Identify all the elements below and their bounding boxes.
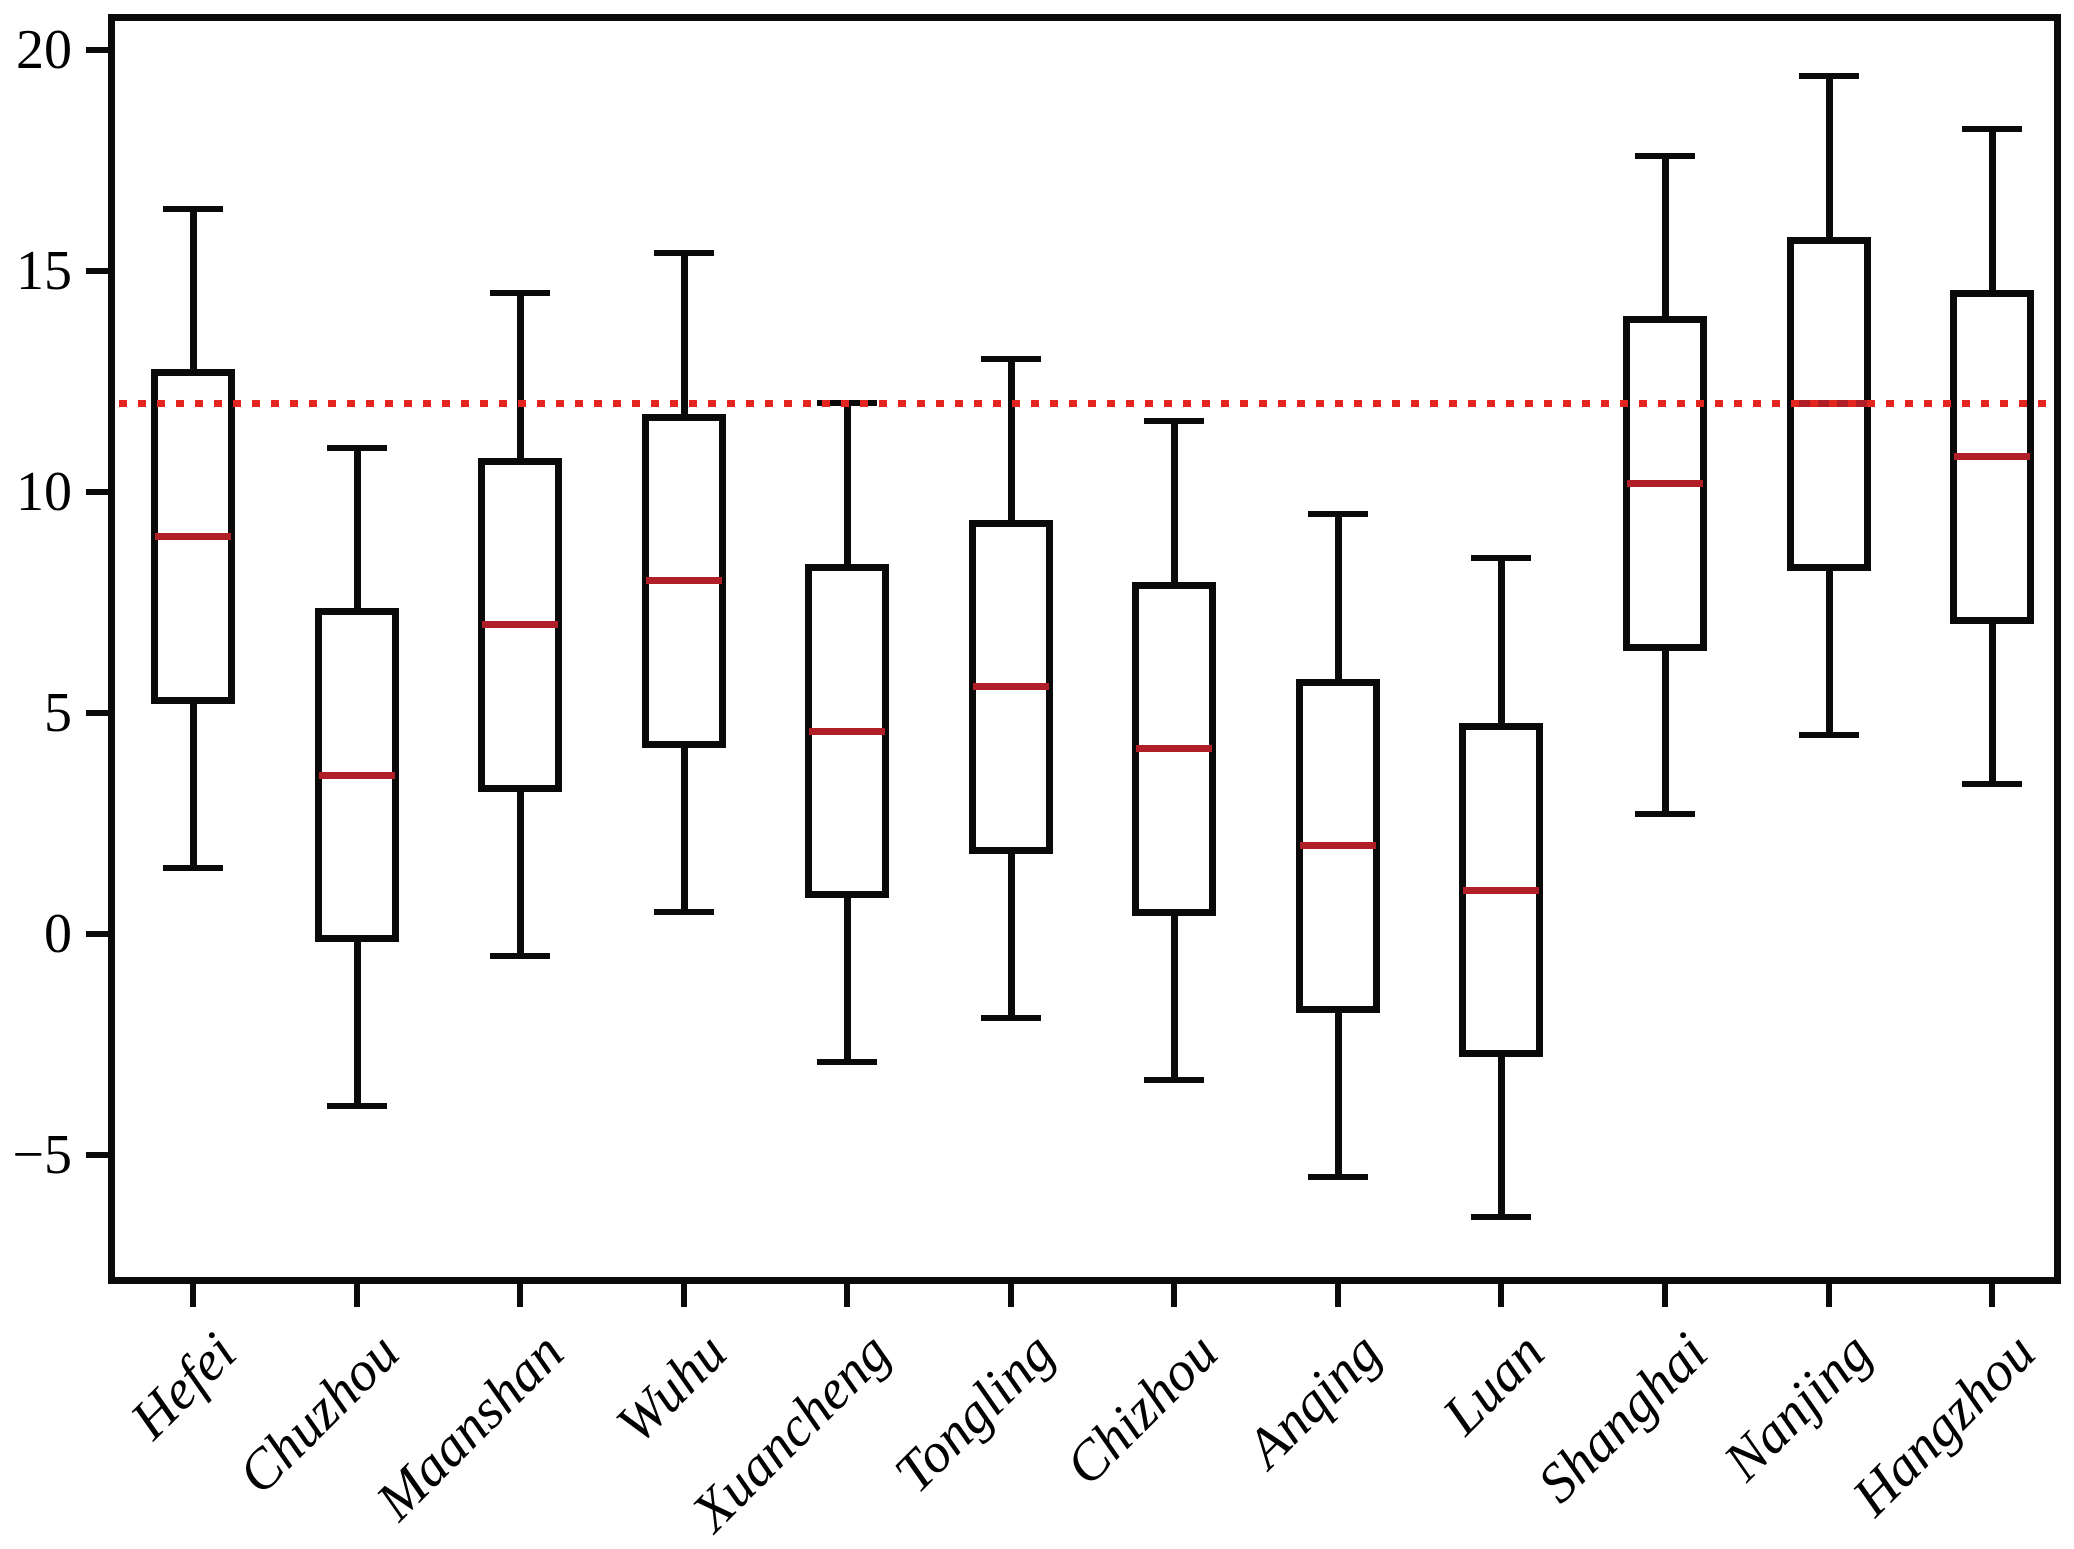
box-median	[809, 727, 886, 735]
box-median	[318, 771, 395, 779]
y-tick	[86, 1151, 112, 1158]
y-tick	[86, 930, 112, 937]
box-whisker-cap	[1798, 73, 1859, 80]
y-tick	[86, 46, 112, 53]
box-whisker-cap	[1144, 1076, 1205, 1083]
x-tick	[1661, 1277, 1668, 1307]
box-whisker-cap	[980, 356, 1041, 363]
x-tick-label: Wuhu	[604, 1321, 739, 1456]
box-median	[1299, 842, 1376, 850]
y-tick-label: −5	[12, 1123, 72, 1186]
box-whisker-cap	[1307, 1173, 1368, 1180]
box-whisker-cap	[653, 908, 714, 915]
box-whisker-cap	[1634, 811, 1695, 818]
x-tick-label: Chizhou	[1053, 1321, 1230, 1498]
box-median	[1626, 479, 1703, 487]
x-tick	[1007, 1277, 1014, 1307]
x-tick	[517, 1277, 524, 1307]
box-median	[1463, 886, 1540, 894]
box-median	[1954, 453, 2031, 461]
box-whisker-cap	[1144, 418, 1205, 425]
box-whisker-cap	[1798, 731, 1859, 738]
box-whisker-cap	[326, 1103, 387, 1110]
box-whisker-cap	[490, 289, 551, 296]
x-tick	[1989, 1277, 1996, 1307]
y-tick-label: 15	[16, 239, 72, 302]
x-tick-label: Hefei	[118, 1321, 249, 1451]
x-tick	[353, 1277, 360, 1307]
x-tick	[1498, 1277, 1505, 1307]
x-tick	[1825, 1277, 1832, 1307]
box-whisker-cap	[1471, 555, 1532, 562]
x-tick	[190, 1277, 196, 1307]
y-tick	[86, 488, 112, 495]
box-whisker-cap	[653, 250, 714, 257]
box-whisker-cap	[817, 1059, 878, 1065]
box-whisker-cap	[490, 952, 551, 959]
y-tick-label: 5	[44, 681, 72, 744]
box-whisker-cap	[980, 1014, 1041, 1021]
box-median	[155, 533, 231, 541]
box-whisker-cap	[163, 864, 223, 871]
box-whisker-cap	[1307, 510, 1368, 517]
y-tick	[86, 267, 112, 274]
box-whisker-cap	[1962, 780, 2023, 787]
box-whisker-cap	[1962, 126, 2023, 133]
box-median	[1136, 745, 1213, 753]
box-whisker-cap	[1634, 152, 1695, 159]
box-whisker-cap	[163, 205, 223, 212]
y-tick-label: 20	[16, 18, 72, 81]
box-whisker-cap	[326, 444, 387, 451]
y-tick-label: 0	[44, 902, 72, 965]
y-tick-label: 10	[16, 460, 72, 523]
x-tick-label: Anqing	[1234, 1321, 1393, 1480]
box-median	[482, 621, 559, 629]
plot-area	[108, 14, 2061, 1284]
x-tick-label: Tongling	[882, 1321, 1066, 1505]
y-tick	[86, 709, 112, 716]
x-tick	[1171, 1277, 1178, 1307]
box-median	[972, 683, 1049, 691]
x-tick	[680, 1277, 687, 1307]
box-whisker-cap	[1471, 1213, 1532, 1220]
x-tick	[1334, 1277, 1341, 1307]
x-tick-label: Shanghai	[1526, 1321, 1721, 1515]
x-tick	[844, 1277, 851, 1307]
box-median	[645, 577, 722, 585]
x-tick-label: Luan	[1431, 1321, 1557, 1447]
reference-line	[119, 400, 2054, 408]
